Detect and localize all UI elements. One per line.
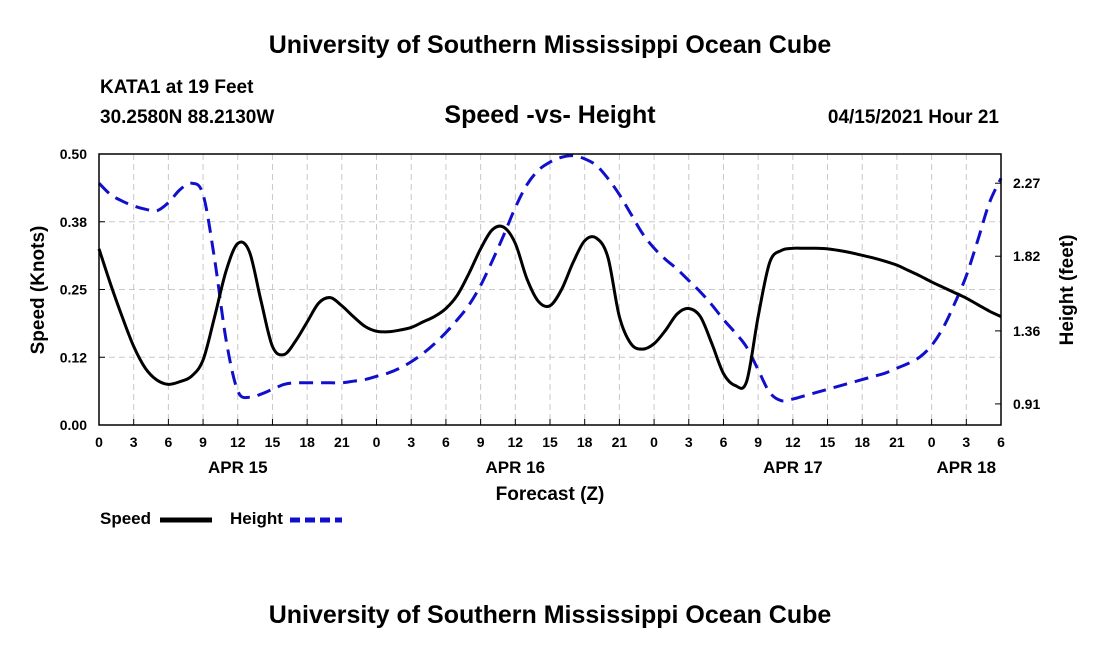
x-tick-label: 6: [442, 434, 450, 450]
x-tick-label: 0: [95, 434, 103, 450]
x-tick-label: 9: [754, 434, 762, 450]
x-tick-label: 6: [720, 434, 728, 450]
x-tick-label: 0: [928, 434, 936, 450]
y-tick-label: 0.12: [60, 349, 87, 365]
y2-axis-label: Height (feet): [1057, 235, 1078, 346]
x-tick-label: 21: [334, 434, 350, 450]
x-tick-label: 6: [164, 434, 172, 450]
x-tick-label: 3: [407, 434, 415, 450]
y2-tick-label: 2.27: [1013, 175, 1040, 191]
height-line: [97, 154, 1003, 403]
x-tick-label: 18: [854, 434, 870, 450]
chart-title: Speed -vs- Height: [444, 101, 656, 129]
x-tick-label: 6: [997, 434, 1005, 450]
station-label: KATA1 at 19 Feet: [100, 77, 254, 98]
y-tick-label: 0.38: [60, 214, 87, 230]
height-series: [97, 154, 1003, 403]
legend-speed-label: Speed: [100, 509, 152, 528]
x-tick-label: 18: [577, 434, 593, 450]
coordinates-label: 30.2580N 88.2130W: [100, 107, 275, 128]
x-tick-label: 3: [685, 434, 693, 450]
x-tick-label: 3: [130, 434, 138, 450]
x-tick-label: 9: [199, 434, 207, 450]
x-tick-label: 15: [265, 434, 281, 450]
x-tick-label: 12: [230, 434, 246, 450]
page-title: University of Southern Mississippi Ocean…: [268, 31, 832, 59]
y-tick-label: 0.00: [60, 417, 87, 433]
y2-tick-label: 0.91: [1013, 396, 1040, 412]
legend-height-label: Height: [230, 509, 283, 528]
x-tick-label: 12: [785, 434, 801, 450]
x-tick-label: 21: [889, 434, 905, 450]
x-tick-label: 15: [820, 434, 836, 450]
date-label: APR 17: [763, 458, 823, 477]
footer-title: University of Southern Mississippi Ocean…: [268, 601, 832, 629]
x-tick-label: 21: [612, 434, 628, 450]
x-tick-label: 3: [962, 434, 970, 450]
y2-tick-label: 1.82: [1013, 248, 1040, 264]
y2-tick-label: 1.36: [1013, 323, 1040, 339]
axis-ticks: [98, 153, 1002, 426]
speed-line: [97, 224, 1002, 390]
date-label: APR 16: [486, 458, 546, 477]
x-tick-label: 9: [477, 434, 485, 450]
x-tick-label: 15: [542, 434, 558, 450]
x-tick-label: 18: [299, 434, 315, 450]
tick-labels: 0 3 6 9 12 15 18 21 0 3 6 9 12 15 18 21 0 3 6 9 12 15 18 21 0 3 6 0…: [60, 146, 1041, 477]
x-tick-label: 12: [508, 434, 524, 450]
date-label: APR 18: [937, 458, 997, 477]
x-tick-label: 0: [650, 434, 658, 450]
y-tick-label: 0.25: [60, 282, 87, 298]
y-tick-label: 0.50: [60, 146, 87, 162]
speed-series: [97, 224, 1002, 390]
y-axis-label: Speed (Knots): [28, 226, 49, 355]
x-tick-label: 0: [373, 434, 381, 450]
date-label: APR 15: [208, 458, 268, 477]
x-axis-label: Forecast (Z): [496, 484, 605, 505]
timestamp-label: 04/15/2021 Hour 21: [827, 107, 999, 128]
